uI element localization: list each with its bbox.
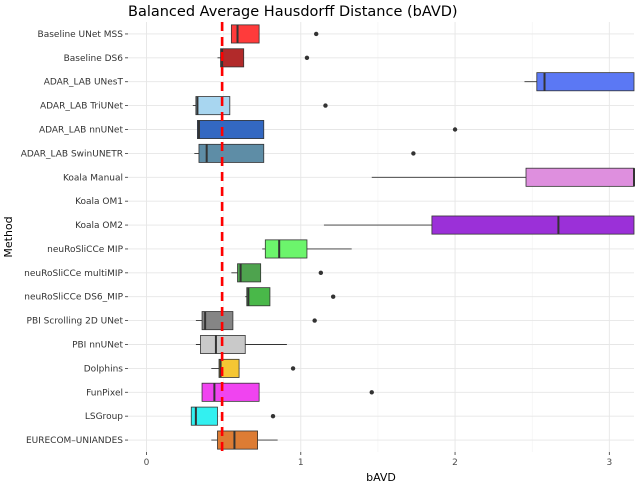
y-tick-label: LSGroup — [85, 412, 123, 422]
iqr-box — [220, 48, 245, 68]
outlier-point — [452, 127, 458, 132]
iqr-box — [237, 263, 262, 283]
outlier-point — [314, 31, 319, 37]
box-16 — [190, 406, 276, 426]
outlier-point — [270, 413, 276, 419]
x-axis-label: bAVD — [366, 471, 396, 484]
x-tick-label: 3 — [606, 458, 612, 468]
outlier-point — [330, 294, 336, 299]
x-tick-label: 1 — [298, 458, 304, 468]
box-0 — [230, 24, 319, 44]
box-10 — [231, 263, 324, 283]
iqr-box — [217, 430, 258, 450]
outlier-point — [411, 151, 416, 156]
y-tick-label: Koala OM1 — [75, 197, 123, 207]
outlier-point — [369, 390, 374, 395]
outlier-point — [318, 270, 324, 276]
iqr-box — [431, 215, 635, 235]
outlier-point — [304, 55, 310, 61]
y-axis-label: Method — [2, 216, 15, 257]
box-11 — [245, 287, 336, 307]
y-tick-label: ADAR_LAB nnUNet — [39, 126, 124, 136]
y-tick-label: PBI nnUNet — [72, 341, 123, 351]
x-tick-label: 0 — [144, 458, 150, 468]
box-17 — [211, 430, 278, 450]
y-tick-label: neuRoSliCCe multiMIP — [24, 269, 123, 279]
y-tick-labels: Baseline UNet MSS Baseline DS6 ADAR_LAB UN… — [21, 30, 128, 446]
boxes-group — [190, 22, 635, 452]
x-tick-labels: 0 1 2 3 — [144, 452, 612, 468]
x-tick-label: 2 — [452, 458, 458, 468]
y-tick-label: Koala OM2 — [75, 221, 123, 231]
plot-panel — [128, 22, 634, 452]
iqr-box — [201, 382, 260, 402]
y-tick-label: neuRoSliCCe MIP — [47, 245, 123, 255]
chart-title: Balanced Average Hausdorff Distance (bAV… — [128, 4, 458, 20]
iqr-box — [218, 358, 240, 378]
iqr-box — [264, 239, 308, 259]
iqr-box — [195, 96, 231, 116]
y-tick-label: Baseline UNet MSS — [38, 30, 124, 40]
iqr-box — [536, 72, 635, 92]
y-tick-label: Dolphins — [84, 364, 124, 374]
box-5 — [194, 143, 416, 163]
y-tick-label: Baseline DS6 — [64, 54, 124, 64]
iqr-box — [198, 143, 265, 163]
outlier-point — [290, 366, 296, 371]
box-14 — [211, 358, 296, 378]
y-tick-label: EUREC⁠OM–UNIANDES — [26, 436, 123, 446]
box-15 — [201, 382, 374, 402]
box-12 — [195, 311, 317, 331]
y-tick-label: FunPixel — [86, 388, 123, 398]
y-tick-label: ADAR_LAB SwinUNETR — [21, 149, 123, 159]
grid-group — [128, 22, 634, 452]
box-9 — [262, 239, 352, 259]
outlier-point — [312, 318, 317, 323]
box-4 — [197, 120, 458, 139]
iqr-box — [197, 120, 265, 139]
y-tick-label: ADAR_LAB TriUNet — [40, 102, 123, 112]
box-6 — [371, 167, 635, 187]
iqr-box — [201, 311, 234, 331]
box-8 — [323, 215, 635, 235]
iqr-box — [246, 287, 271, 307]
iqr-box — [230, 24, 260, 44]
outlier-point — [323, 103, 328, 108]
iqr-box — [190, 406, 218, 426]
y-tick-label: ADAR_LAB UNesT — [44, 78, 124, 88]
y-tick-label: neuRoSliCCe DS6_MIP — [24, 293, 123, 303]
y-tick-label: Koala Manual — [63, 173, 123, 183]
box-2 — [524, 72, 635, 92]
iqr-box — [525, 167, 635, 187]
y-tick-label: PBI Scrolling 2D UNet — [27, 317, 124, 327]
